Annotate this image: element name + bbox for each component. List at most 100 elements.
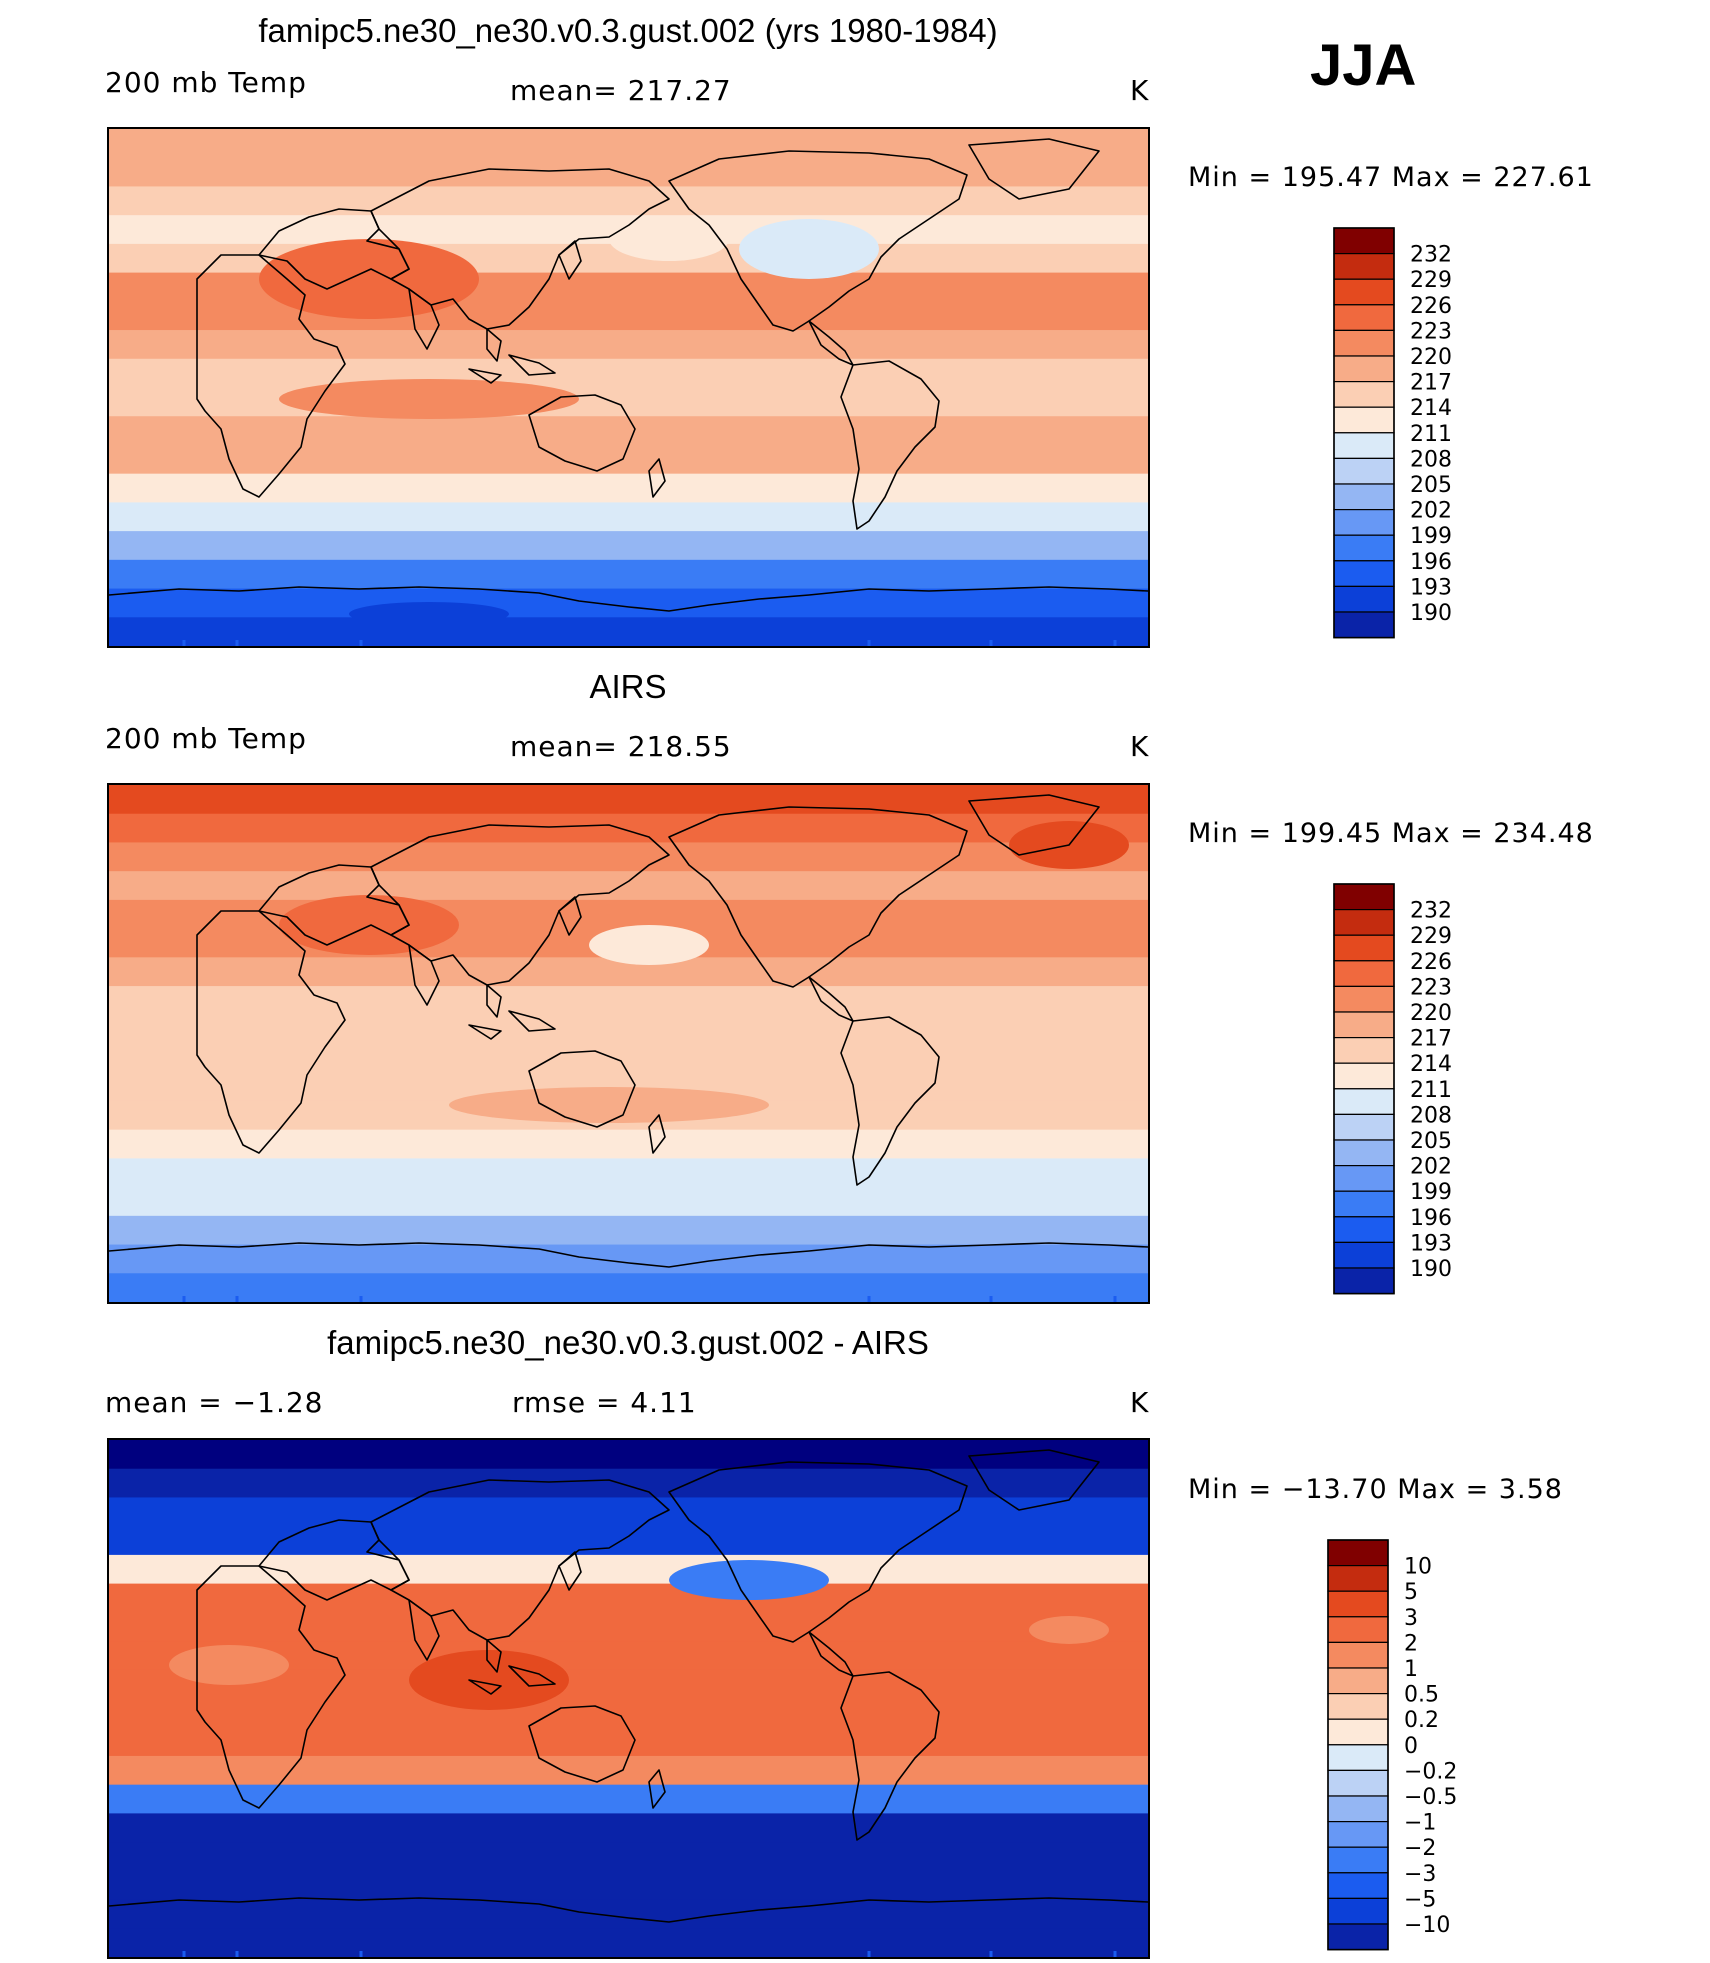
map-zonal-band bbox=[109, 617, 1148, 646]
map-zonal-band bbox=[109, 986, 1148, 1016]
colorbar-tick-label: 2 bbox=[1404, 1631, 1418, 1656]
map-zonal-band bbox=[109, 1928, 1148, 1957]
colorbar-box bbox=[1327, 1616, 1389, 1644]
colorbar-boxes bbox=[1333, 227, 1395, 639]
panel-2-mean-label: mean= 218.55 bbox=[510, 730, 732, 763]
colorbar-box bbox=[1327, 1821, 1389, 1848]
map-field bbox=[109, 785, 1148, 1302]
colorbar-box bbox=[1327, 1539, 1389, 1567]
coastline bbox=[528, 394, 636, 472]
map-zonal-band bbox=[109, 330, 1148, 360]
map-field bbox=[109, 129, 1148, 646]
panel-3-map-svg bbox=[109, 1440, 1148, 1957]
colorbar-box bbox=[1327, 1744, 1389, 1772]
map-zonal-band bbox=[109, 588, 1148, 619]
map-zonal-band bbox=[109, 1899, 1148, 1930]
coastline bbox=[968, 794, 1100, 856]
colorbar-box bbox=[1333, 1139, 1395, 1167]
colorbar-frame bbox=[1327, 1539, 1389, 1951]
map-zonal-band bbox=[109, 444, 1148, 475]
colorbar-tick-label: 202 bbox=[1410, 499, 1452, 524]
map-zonal-band bbox=[109, 1813, 1148, 1844]
map-anomaly bbox=[279, 895, 459, 955]
panel-1-title: famipc5.ne30_ne30.v0.3.gust.002 (yrs 198… bbox=[258, 12, 998, 49]
colorbar-box bbox=[1333, 355, 1395, 383]
map-zonal-band bbox=[109, 1497, 1148, 1528]
map-zonal-band bbox=[109, 1669, 1148, 1700]
coastline bbox=[468, 1639, 556, 1695]
panel-2-map bbox=[107, 783, 1150, 1304]
colorbar-box bbox=[1327, 1693, 1389, 1720]
colorbar-tick-label: 202 bbox=[1410, 1155, 1452, 1180]
map-zonal-band bbox=[109, 842, 1148, 873]
panel-2-colorbar-svg: 2322292262232202172142112082052021991961… bbox=[1333, 883, 1452, 1295]
map-zonal-band bbox=[109, 1158, 1148, 1189]
colorbar-box bbox=[1333, 909, 1395, 936]
colorbar-box bbox=[1333, 1011, 1395, 1039]
colorbar-box bbox=[1327, 1641, 1389, 1669]
colorbar-boxes bbox=[1333, 883, 1395, 1295]
map-zonal-band bbox=[109, 157, 1148, 188]
colorbar-box bbox=[1333, 934, 1395, 962]
colorbar-tick-label: −10 bbox=[1404, 1913, 1450, 1938]
panel-3-title: famipc5.ne30_ne30.v0.3.gust.002 - AIRS bbox=[327, 1324, 929, 1361]
colorbar-box bbox=[1327, 1718, 1389, 1746]
map-zonal-band bbox=[109, 1870, 1148, 1901]
colorbar-box bbox=[1333, 1165, 1395, 1192]
coastline bbox=[468, 328, 556, 384]
panel-2-colorbar: 232 229 226 223 220 217 214 211 208 205 202 199 196 1… bbox=[1333, 883, 1534, 1298]
colorbar-box bbox=[1333, 611, 1395, 639]
map-anomaly bbox=[349, 602, 509, 626]
colorbar-tick-label: 211 bbox=[1410, 422, 1452, 447]
coastline bbox=[196, 254, 346, 498]
colorbar-tick-label: 223 bbox=[1410, 975, 1452, 1000]
panel-3-map bbox=[107, 1438, 1150, 1959]
coastline bbox=[558, 896, 582, 936]
colorbar-frame bbox=[1333, 883, 1395, 1295]
colorbar-box bbox=[1327, 1897, 1389, 1925]
colorbar-tick-label: −3 bbox=[1404, 1862, 1436, 1887]
map-anomaly bbox=[279, 379, 579, 419]
colorbar-box bbox=[1333, 329, 1395, 357]
map-anomaly bbox=[1029, 1616, 1109, 1644]
map-zonal-band bbox=[109, 473, 1148, 504]
map-zonal-band bbox=[109, 1612, 1148, 1643]
colorbar-tick-label: 229 bbox=[1410, 268, 1452, 293]
coastline bbox=[196, 910, 346, 1154]
coastline bbox=[528, 1050, 636, 1128]
map-zonal-band bbox=[109, 502, 1148, 533]
map-zonal-band bbox=[109, 559, 1148, 590]
colorbar-tick-label: 1 bbox=[1404, 1657, 1418, 1682]
coastline bbox=[668, 806, 968, 988]
coastline bbox=[648, 458, 666, 498]
colorbar-box bbox=[1333, 253, 1395, 280]
panel-3-rmse-label: rmse = 4.11 bbox=[512, 1386, 697, 1419]
colorbar-tick-label: 196 bbox=[1410, 550, 1452, 575]
map-anomaly bbox=[259, 239, 479, 319]
colorbar-tick-label: 3 bbox=[1404, 1606, 1418, 1631]
map-zonal-band bbox=[109, 1842, 1148, 1872]
colorbar-tick-label: −1 bbox=[1404, 1811, 1436, 1836]
panel-1-minmax: Min = 195.47 Max = 227.61 bbox=[1188, 162, 1594, 193]
panel-2-units-label: K bbox=[1130, 730, 1150, 763]
map-zonal-band bbox=[109, 358, 1148, 389]
colorbar-tick-label: 232 bbox=[1410, 899, 1452, 924]
colorbar-tick-label: 217 bbox=[1410, 1027, 1452, 1052]
colorbar-box bbox=[1333, 1062, 1395, 1090]
map-zonal-band bbox=[109, 1129, 1148, 1160]
panel-2-map-svg bbox=[109, 785, 1148, 1302]
map-zonal-band bbox=[109, 1273, 1148, 1302]
map-zonal-band bbox=[109, 301, 1148, 332]
panel-2-minmax: Min = 199.45 Max = 234.48 bbox=[1188, 818, 1594, 849]
coastline bbox=[370, 1479, 670, 1641]
map-zonal-band bbox=[109, 1698, 1148, 1729]
panel-3-units-label: K bbox=[1130, 1386, 1150, 1419]
panel-3-colorbar: 10 5 3 2 1 0.5 0.2 0 −0.2 −0.5 −1 −2 −3 −5 −10 bbox=[1327, 1539, 1528, 1954]
colorbar-tick-label: 217 bbox=[1410, 371, 1452, 396]
colorbar-tick-label: 5 bbox=[1404, 1580, 1418, 1605]
colorbar-tick-label: 193 bbox=[1410, 575, 1452, 600]
colorbar-tick-label: 229 bbox=[1410, 924, 1452, 949]
colorbar-tick-label: 226 bbox=[1410, 950, 1452, 975]
coastline bbox=[968, 138, 1100, 200]
map-zonal-band bbox=[109, 387, 1148, 418]
